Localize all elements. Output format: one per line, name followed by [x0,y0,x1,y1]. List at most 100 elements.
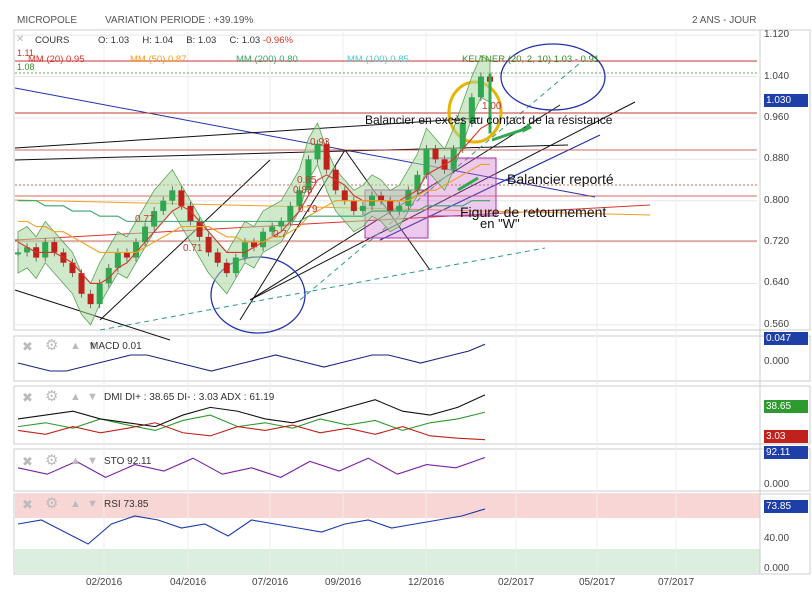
x-tick-label: 07/2016 [252,577,289,588]
indicator-series [17,343,486,545]
move-up-icon: ▲ [70,340,81,352]
candle-body [42,242,49,258]
sto-tag: 92.11 [764,446,808,459]
candle-body [24,247,31,253]
candle-body [405,190,412,206]
close-icon[interactable]: ✕ [16,34,25,45]
candle-body [260,231,267,248]
indicator-title: DMI DI+ : 38.65 DI- : 3.03 ADX : 61.19 [104,392,275,403]
variation-label: VARIATION PERIODE : +39.19% [105,15,254,26]
dmi-line-2 [17,394,486,428]
low-label: B: [186,35,196,46]
candle-body [251,242,257,248]
annotation-balancier-reporte: Balancier reporté [507,171,614,187]
level-label: 0.77 [135,214,155,225]
cours-label: COURS [35,35,70,46]
move-down-icon: ▼ [87,391,98,403]
ma-legend-label: MM (200) [236,54,280,65]
x-tick-label: 05/2017 [579,577,616,588]
level-label: 0.83 [293,185,313,196]
high-value: 1.04 [154,35,174,46]
candle-body [223,262,230,274]
trendline-black-horizontal [14,144,569,161]
ma-legend-value: 0.85 [390,54,409,65]
arrow-green-left [457,176,479,192]
macd-panel-frame [13,335,811,382]
ma-legend-item: MM (20) 0.95 [28,54,85,65]
trendline-blue-up [379,134,601,241]
macd-zero-tick: 0.000 [764,356,790,367]
move-down-icon: ▼ [87,340,98,352]
candle-body [378,195,385,201]
price-series [15,55,493,326]
candle-body [69,262,76,274]
candle-body [214,252,221,263]
arrow-green-head [522,123,532,133]
dmi-line-0 [17,411,486,432]
period-label: 2 ANS - JOUR [692,15,757,26]
gear-icon: ⚙ [45,495,59,512]
change-pct: -0.96% [262,35,293,46]
open-label: O: [98,35,109,46]
candle-body [296,190,303,206]
sto-zero-tick: 0.000 [764,479,790,490]
level-label: 0.85 [297,175,317,186]
candle-body [314,143,321,160]
candle-body [232,257,239,274]
candle-body [15,252,21,255]
top-value-2: 1.08 [17,62,35,72]
candle-body [414,174,421,191]
candle-body [78,273,85,294]
x-tick-label: 12/2016 [408,577,445,588]
annotation-balancier-exces: Balancier en excès au contact de la rési… [365,113,613,127]
ma-legend-item: MM (100) 0.85 [347,54,409,65]
rsi-tag: 73.85 [764,500,808,513]
ma-line-1 [17,122,491,284]
close-value: 1.03 [241,35,261,46]
ma-legend-label: MM (50) [130,54,168,65]
candle-body [151,211,158,227]
close-label: C: [229,35,240,46]
candle-body [133,242,139,258]
ma-legend-label: MM (100) [347,54,391,65]
candle-body [87,293,94,305]
trendline-black-3 [249,101,636,301]
ma-legend-item: KELTNER (20, 2, 10) 1.03 - 0.91 [462,54,599,65]
level-label: 0.71 [183,243,203,254]
ohlc-readout: O: 1.03 H: 1.04 B: 1.03 C: 1.03 -0.96% [98,35,293,46]
candle-body [387,200,394,212]
gear-icon: ⚙ [45,452,59,469]
annotation-en-w: en "W" [480,216,520,231]
candle-body [305,159,312,191]
candle-body [196,221,203,237]
y-tick-label: 0.640 [764,277,790,289]
candle-body [350,200,357,212]
x-tick-label: 04/2016 [170,577,207,588]
close-icon: ✖ [22,339,33,354]
level-label: 1.00 [482,101,502,112]
candle-body [459,123,466,149]
candle-body [123,252,130,258]
y-tick-label: 0.560 [764,318,790,330]
candle-body [187,205,194,222]
indicator-title: MACD 0.01 [90,341,142,352]
candle-body [241,242,248,258]
last-price-tag: 1.030 [764,94,808,107]
ma-line-3 [18,200,490,222]
candle-body [468,97,475,124]
dmi-minus-tag: 3.03 [764,430,808,443]
indicator-title: STO 92.11 [104,456,152,467]
close-icon: ✖ [22,497,33,512]
dmi-line-1 [17,422,486,441]
y-tick-label: 1.120 [764,29,790,41]
candle-body [477,76,484,98]
y-tick-label: 0.720 [764,236,790,248]
y-tick-label: 0.960 [764,111,790,123]
candle-body [287,205,294,222]
trendline-black-1 [99,159,271,321]
trendline-orange [14,199,651,216]
ma-line-2 [18,163,490,253]
ma-legend-label: MM (20) [28,54,66,65]
ma-legend-value: 0.87 [168,54,187,65]
gear-icon: ⚙ [45,337,59,354]
